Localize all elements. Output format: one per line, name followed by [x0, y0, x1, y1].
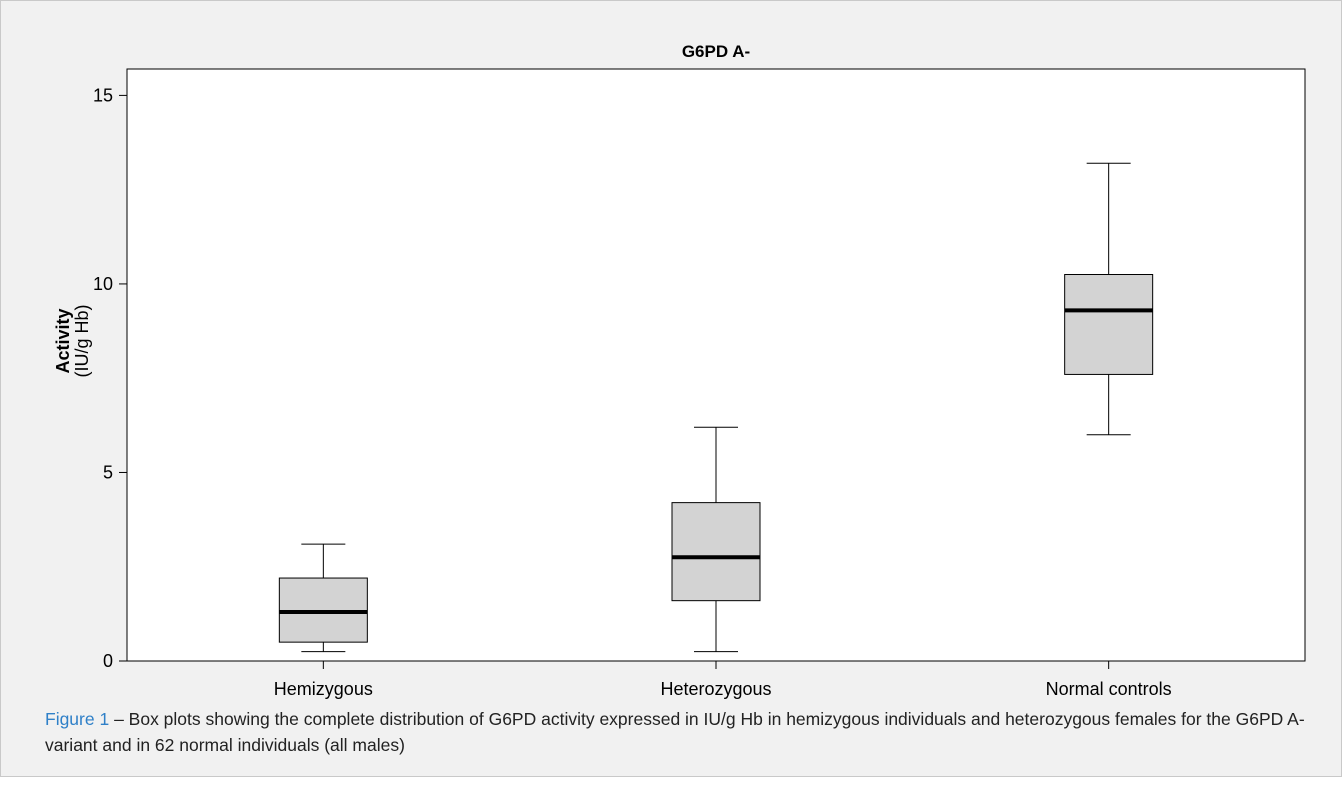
iqr-box: [671, 502, 761, 602]
x-tick-label: Heterozygous: [660, 679, 771, 699]
x-tick-label: Normal controls: [1046, 679, 1172, 699]
y-tick-label: 5: [103, 462, 113, 482]
figure-caption: Figure 1 – Box plots showing the complet…: [45, 706, 1325, 758]
y-tick-label: 15: [93, 85, 113, 105]
y-axis: 0 5 10 15: [93, 85, 127, 671]
caption-text: – Box plots showing the complete distrib…: [45, 709, 1305, 755]
figure-label-link[interactable]: Figure 1: [45, 709, 110, 729]
chart-title: G6PD A-: [682, 42, 750, 61]
x-axis: Hemizygous Heterozygous Normal controls: [274, 661, 1172, 699]
box-heterozygous: [671, 426, 761, 653]
iqr-box: [1064, 274, 1154, 375]
box-normal-controls: [1064, 162, 1154, 436]
y-tick-label: 0: [103, 651, 113, 671]
x-tick-label: Hemizygous: [274, 679, 373, 699]
box-hemizygous: [278, 543, 368, 653]
y-tick-label: 10: [93, 274, 113, 294]
y-axis-label: Activity (IU/g Hb): [53, 304, 92, 377]
box-plot-chart: G6PD A- Activity (IU/g Hb) 0 5 10 15 Hemizy…: [53, 42, 1306, 699]
y-axis-label-main: Activity: [53, 308, 73, 373]
boxes-group: [278, 162, 1154, 653]
y-axis-label-unit: (IU/g Hb): [72, 304, 92, 377]
